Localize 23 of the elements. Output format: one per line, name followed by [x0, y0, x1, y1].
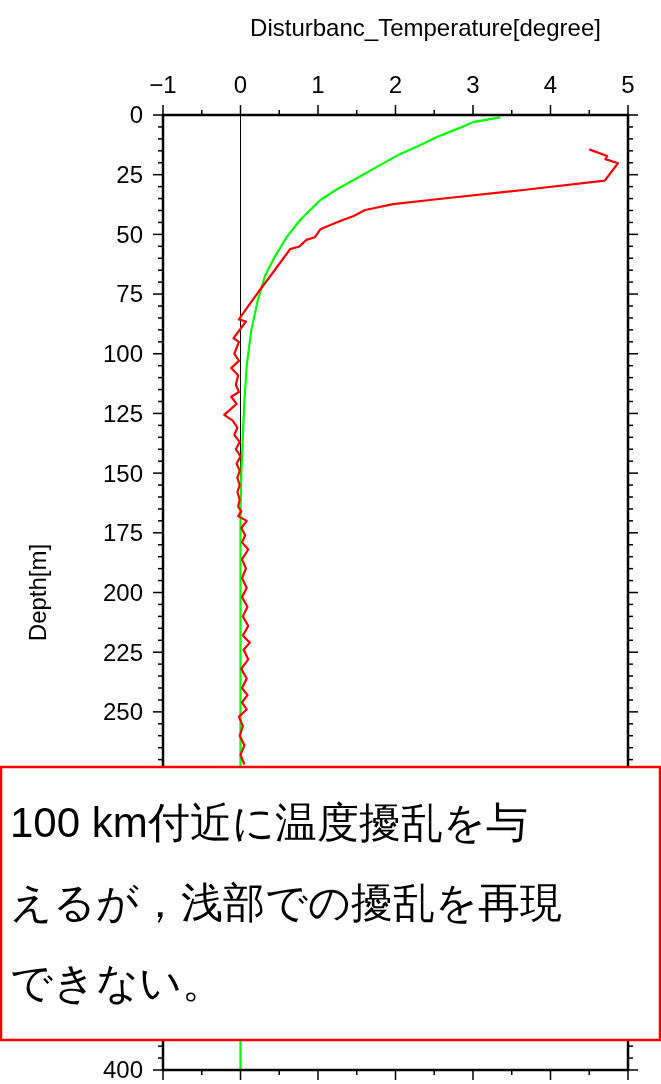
y-tick-label: 25 — [116, 161, 143, 189]
y-tick-label: 125 — [102, 399, 143, 427]
x-tick-label: 0 — [233, 71, 248, 98]
y-tick-label: 175 — [102, 519, 143, 547]
y-tick-label: 250 — [102, 698, 143, 726]
annotation: 100 km付近に温度擾乱を与えるが，浅部での擾乱を再現できない。 — [10, 799, 562, 1006]
y-tick-label: 225 — [102, 638, 143, 666]
x-tick-label: 2 — [388, 71, 403, 98]
x-tick-label: 5 — [621, 71, 635, 98]
x-tick-label: −1 — [149, 71, 177, 98]
x-tick-label: 4 — [543, 71, 558, 98]
x-tick-label: 3 — [466, 71, 480, 98]
y-tick-label: 150 — [102, 459, 143, 487]
y-tick-label: 200 — [102, 578, 143, 606]
y-tick-label: 50 — [116, 220, 143, 248]
y-tick-label: 0 — [129, 101, 143, 129]
y-axis-title: Depth[m] — [24, 543, 51, 642]
x-tick-label: 1 — [311, 71, 325, 98]
y-tick-label: 400 — [102, 1056, 143, 1084]
y-tick-label: 100 — [102, 340, 143, 368]
x-axis-title: Disturbanc_Temperature[degree] — [250, 14, 601, 41]
y-tick-label: 75 — [116, 280, 143, 308]
line-series — [223, 148, 620, 766]
